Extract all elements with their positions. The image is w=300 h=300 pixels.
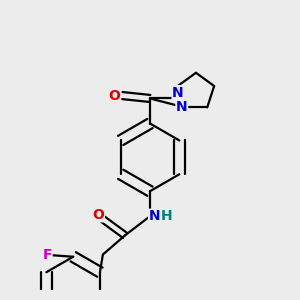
Text: N: N [148, 209, 160, 223]
Text: N: N [172, 85, 184, 100]
Text: O: O [109, 88, 121, 103]
Text: F: F [43, 248, 52, 262]
Text: H: H [160, 209, 172, 223]
Text: N: N [176, 100, 188, 114]
Text: O: O [92, 208, 104, 222]
